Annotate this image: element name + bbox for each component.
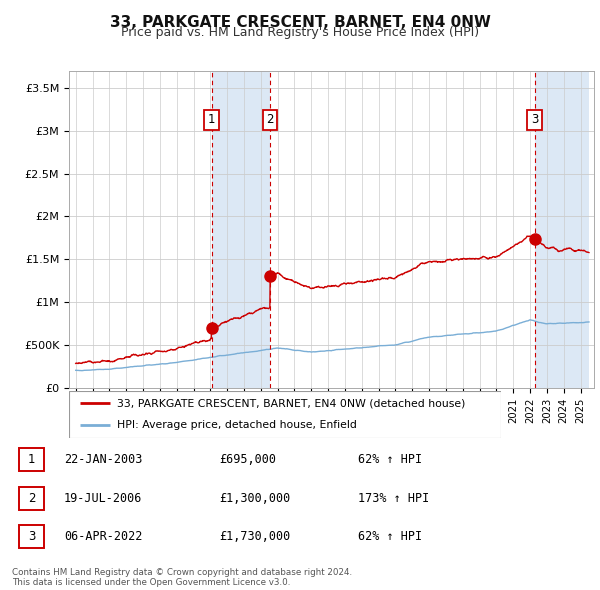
FancyBboxPatch shape — [19, 525, 44, 548]
Text: HPI: Average price, detached house, Enfield: HPI: Average price, detached house, Enfi… — [116, 420, 356, 430]
Text: 33, PARKGATE CRESCENT, BARNET, EN4 0NW (detached house): 33, PARKGATE CRESCENT, BARNET, EN4 0NW (… — [116, 398, 465, 408]
FancyBboxPatch shape — [19, 487, 44, 510]
Text: 3: 3 — [531, 113, 538, 126]
Text: 19-JUL-2006: 19-JUL-2006 — [64, 491, 142, 505]
Text: 62% ↑ HPI: 62% ↑ HPI — [358, 453, 422, 467]
Text: 1: 1 — [28, 453, 35, 467]
Text: 173% ↑ HPI: 173% ↑ HPI — [358, 491, 429, 505]
Text: 3: 3 — [28, 530, 35, 543]
Text: 22-JAN-2003: 22-JAN-2003 — [64, 453, 142, 467]
Text: 62% ↑ HPI: 62% ↑ HPI — [358, 530, 422, 543]
Text: 1: 1 — [208, 113, 215, 126]
Text: 33, PARKGATE CRESCENT, BARNET, EN4 0NW: 33, PARKGATE CRESCENT, BARNET, EN4 0NW — [110, 15, 490, 30]
Text: 2: 2 — [28, 491, 35, 505]
Text: £695,000: £695,000 — [220, 453, 277, 467]
Text: 2: 2 — [266, 113, 274, 126]
Bar — [212, 71, 270, 388]
FancyBboxPatch shape — [19, 448, 44, 471]
Text: Contains HM Land Registry data © Crown copyright and database right 2024.
This d: Contains HM Land Registry data © Crown c… — [12, 568, 352, 587]
Text: £1,300,000: £1,300,000 — [220, 491, 290, 505]
Text: Price paid vs. HM Land Registry's House Price Index (HPI): Price paid vs. HM Land Registry's House … — [121, 26, 479, 39]
Text: £1,730,000: £1,730,000 — [220, 530, 290, 543]
Bar — [535, 71, 589, 388]
FancyBboxPatch shape — [69, 391, 501, 438]
Text: 06-APR-2022: 06-APR-2022 — [64, 530, 142, 543]
